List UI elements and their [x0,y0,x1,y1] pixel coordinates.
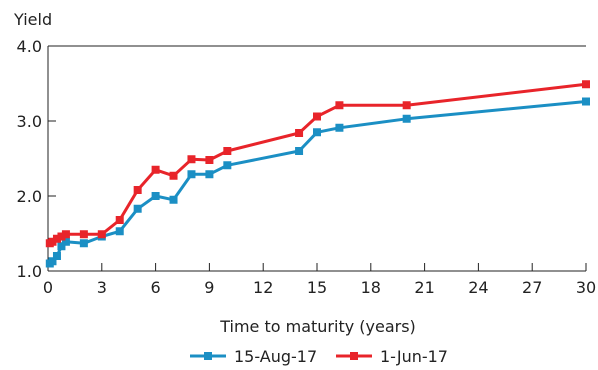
legend-label: 15-Aug-17 [234,347,317,366]
data-point-marker [133,204,142,213]
data-point-marker [61,237,70,246]
data-point-marker [52,234,61,243]
data-point-marker [57,232,66,241]
data-point-marker [187,155,196,164]
y-tick-label: 3.0 [17,112,42,131]
data-point-marker [151,165,160,174]
data-point-marker [97,230,106,239]
x-tick-label: 24 [468,278,488,297]
data-point-marker [61,230,70,239]
series-jun [45,80,590,248]
legend-swatch-marker [350,352,358,360]
x-tick-label: 18 [361,278,381,297]
data-point-marker [295,147,304,155]
data-point-marker [313,112,321,121]
x-tick-label: 30 [576,278,596,297]
x-tick-label: 9 [204,278,214,297]
data-point-marker [402,101,411,110]
data-point-marker [205,156,214,164]
x-tick-label: 0 [43,278,53,297]
x-tick-label: 6 [151,278,161,297]
x-tick-label: 15 [307,278,327,297]
data-point-marker [223,147,232,155]
data-point-marker [402,114,411,123]
data-point-marker [169,195,178,204]
data-point-marker [151,192,160,200]
x-tick-label: 3 [97,278,107,297]
x-tick-label: 27 [522,278,542,297]
x-tick-label: 12 [253,278,273,297]
data-point-marker [79,230,88,239]
data-point-marker [335,101,344,110]
x-axis-ticks: 0 3 6 9 12 15 18 21 24 27 30 [43,263,596,297]
data-point-marker [133,186,142,194]
data-point-marker [79,239,88,248]
data-point-marker [169,171,178,180]
x-tick-label: 21 [414,278,434,297]
x-axis-title: Time to maturity (years) [219,317,416,336]
legend-item: 1-Jun-17 [336,347,448,366]
legend: 15-Aug-17 1-Jun-17 [190,347,448,366]
legend-item: 15-Aug-17 [190,347,317,366]
data-point-marker [295,129,304,137]
series-aug [45,97,590,268]
data-point-marker [205,170,214,179]
series-layer [45,80,590,268]
data-point-marker [48,257,57,266]
legend-label: 1-Jun-17 [380,347,448,366]
data-point-marker [52,252,61,260]
data-point-marker [582,97,590,106]
y-axis-title: Yield [13,10,52,29]
data-point-marker [335,123,344,132]
data-point-marker [582,80,590,89]
data-point-marker [223,161,232,170]
y-tick-label: 4.0 [17,37,42,56]
data-point-marker [57,242,66,251]
data-point-marker [115,227,124,236]
y-tick-label: 1.0 [17,262,42,281]
data-point-marker [48,237,57,246]
data-point-marker [187,170,196,179]
series-line [48,100,587,265]
y-axis-ticks: 1.0 2.0 3.0 4.0 [17,37,56,281]
data-point-marker [115,216,124,224]
y-tick-label: 2.0 [17,187,42,206]
legend-swatch-marker [204,352,212,360]
data-point-marker [313,128,321,137]
